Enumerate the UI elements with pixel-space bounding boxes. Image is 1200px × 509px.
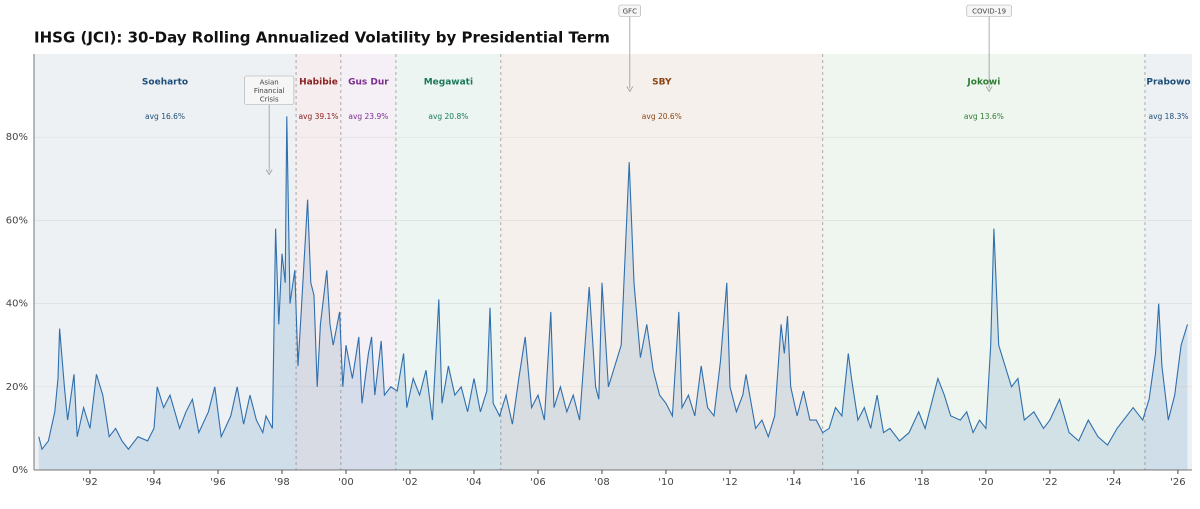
x-tick-label: '26	[1170, 477, 1185, 488]
x-tick-label: '04	[466, 477, 481, 488]
term-name: Jokowi	[966, 78, 1000, 88]
term-band	[1144, 54, 1192, 470]
annotation-arrowhead	[626, 86, 634, 93]
term-avg: avg 18.3%	[1148, 112, 1188, 121]
term-band	[500, 54, 823, 470]
annotation-label: Financial	[254, 87, 285, 95]
term-name: Gus Dur	[348, 78, 389, 88]
x-tick-label: '94	[146, 477, 161, 488]
annotation-box	[244, 75, 295, 105]
volatility-line	[38, 116, 1189, 451]
y-tick-label: 60%	[6, 215, 28, 226]
x-tick-label: '08	[594, 477, 609, 488]
annotation-label: GFC	[623, 7, 637, 15]
annotation-label: COVID-19	[972, 7, 1006, 15]
term-avg: avg 13.6%	[964, 112, 1004, 121]
term-band	[34, 54, 297, 470]
annotation-box	[966, 4, 1012, 17]
x-tick-label: '92	[82, 477, 97, 488]
term-avg: avg 16.6%	[145, 112, 185, 121]
x-tick-label: '00	[338, 477, 353, 488]
x-tick-label: '02	[402, 477, 417, 488]
y-tick-label: 0%	[12, 465, 28, 476]
term-band	[340, 54, 396, 470]
term-avg: avg 23.9%	[348, 112, 388, 121]
term-avg: avg 20.6%	[642, 112, 682, 121]
x-tick-label: '12	[722, 477, 737, 488]
term-name: SBY	[652, 78, 672, 88]
annotation-label: Asian	[260, 78, 279, 86]
annotation-label: Crisis	[260, 95, 279, 103]
term-name: Prabowo	[1146, 78, 1190, 88]
term-avg: avg 39.1%	[298, 112, 338, 121]
annotation-arrowhead	[265, 169, 273, 176]
x-tick-label: '18	[914, 477, 929, 488]
x-tick-label: '24	[1106, 477, 1121, 488]
chart-title: IHSG (JCI): 30-Day Rolling Annualized Vo…	[34, 29, 610, 47]
term-name: Megawati	[424, 78, 473, 88]
annotation-box	[618, 4, 641, 17]
x-tick-label: '98	[274, 477, 289, 488]
y-tick-label: 40%	[6, 299, 28, 310]
x-tick-label: '10	[658, 477, 673, 488]
term-name: Soeharto	[142, 78, 188, 88]
x-tick-label: '22	[1042, 477, 1057, 488]
annotation-arrowhead	[985, 86, 993, 93]
y-tick-label: 80%	[6, 132, 28, 143]
term-avg: avg 20.8%	[428, 112, 468, 121]
term-name: Habibie	[299, 78, 338, 88]
x-tick-label: '06	[530, 477, 545, 488]
x-tick-label: '16	[850, 477, 865, 488]
x-tick-label: '14	[786, 477, 801, 488]
x-tick-label: '20	[978, 477, 993, 488]
area-fill	[38, 116, 1188, 471]
x-tick-label: '96	[210, 477, 225, 488]
y-tick-label: 20%	[6, 382, 28, 393]
